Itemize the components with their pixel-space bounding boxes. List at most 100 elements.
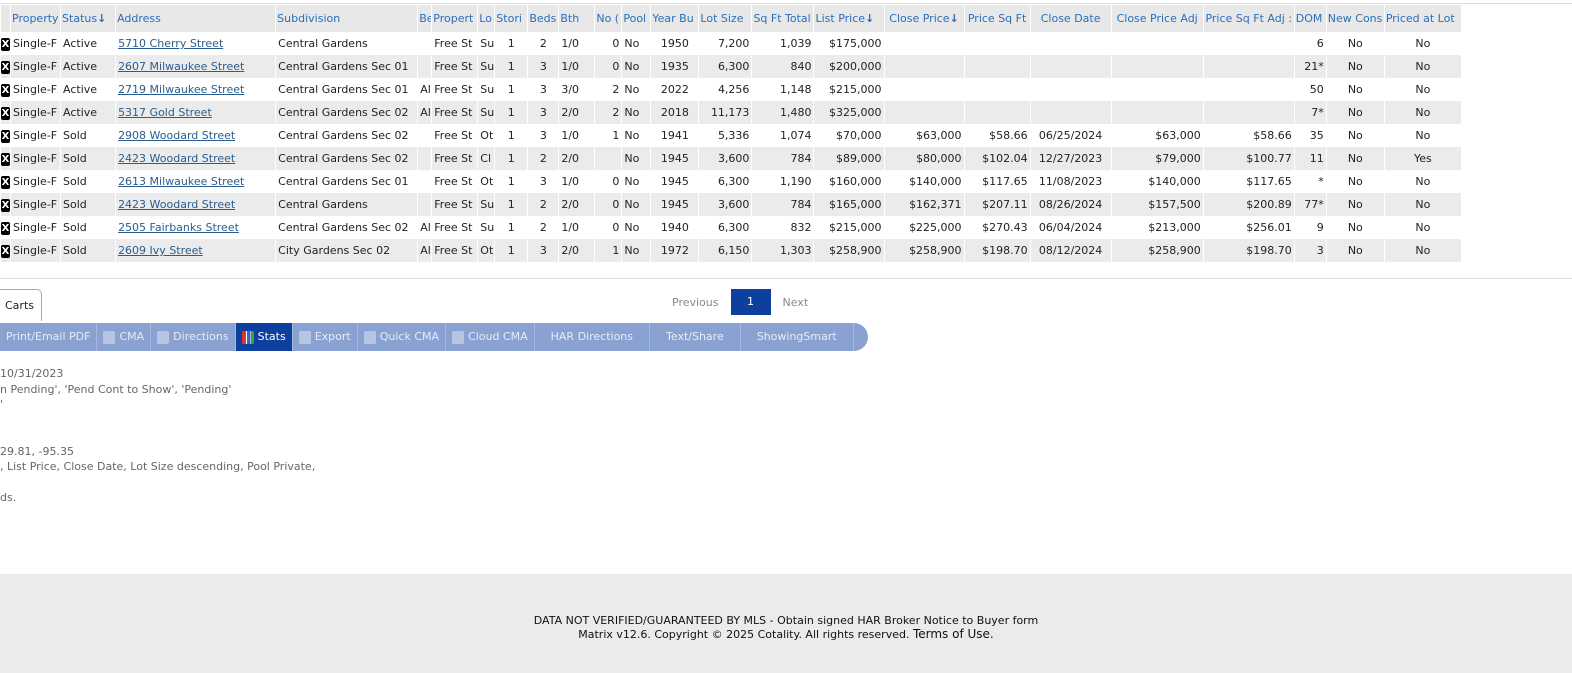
table-cell: 3 xyxy=(528,239,559,262)
column-header[interactable]: Status↓ xyxy=(61,5,116,32)
table-cell: 1/0 xyxy=(559,216,594,239)
column-header[interactable]: Close Date xyxy=(1030,5,1111,32)
cell-22: 35 xyxy=(1309,129,1324,142)
cell-17: $258,900 xyxy=(909,244,962,257)
toolbar-button-cloud-cma[interactable]: Cloud CMA xyxy=(446,323,535,351)
cell-16: $215,000 xyxy=(829,221,882,234)
table-row[interactable]: X Single-F Sold 2908 Woodard Street Central … xyxy=(1,124,1461,147)
column-header[interactable]: Close Price Adj xyxy=(1111,5,1203,32)
table-row[interactable]: X Single-F Active 2719 Milwaukee Street Cent… xyxy=(1,78,1461,101)
table-cell: 1/0 xyxy=(559,32,594,55)
table-cell: Free St xyxy=(432,147,478,170)
address-link[interactable]: 2719 Milwaukee Street xyxy=(118,83,245,96)
toolbar-button-print-email-pdf[interactable]: Print/Email PDF xyxy=(0,323,98,351)
column-header[interactable]: Beds xyxy=(528,5,559,32)
toolbar-button-stats[interactable]: Stats xyxy=(235,323,293,351)
table-cell: Central Gardens Sec 02 xyxy=(276,216,417,239)
toolbar-button-export[interactable]: Export xyxy=(293,323,358,351)
cell-9: 2 xyxy=(539,152,547,165)
remove-icon[interactable]: X xyxy=(1,198,10,212)
cell-4: Central Gardens Sec 02 xyxy=(278,221,409,234)
remove-icon[interactable]: X xyxy=(1,129,10,143)
remove-icon[interactable]: X xyxy=(1,60,10,74)
address-link[interactable]: 5710 Cherry Street xyxy=(118,37,224,50)
table-row[interactable]: X Single-F Active 2607 Milwaukee Street Cent… xyxy=(1,55,1461,78)
column-header[interactable]: Bth xyxy=(559,5,595,32)
remove-icon[interactable]: X xyxy=(1,37,10,51)
table-cell: 2607 Milwaukee Street xyxy=(116,55,276,78)
column-header[interactable]: Priced at Lot xyxy=(1384,5,1461,32)
cell-13: 1945 xyxy=(660,198,689,211)
column-header[interactable]: List Price↓ xyxy=(814,5,884,32)
remove-icon[interactable]: X xyxy=(1,106,10,120)
table-row[interactable]: X Single-F Sold 2423 Woodard Street Central … xyxy=(1,193,1461,216)
table-row[interactable]: X Single-F Sold 2423 Woodard Street Central … xyxy=(1,147,1461,170)
column-header[interactable]: Close Price↓ xyxy=(884,5,964,32)
table-cell: 3,600 xyxy=(699,147,752,170)
remove-icon[interactable]: X xyxy=(1,152,10,166)
toolbar-button-quick-cma[interactable]: Quick CMA xyxy=(358,323,447,351)
column-header[interactable]: DOM xyxy=(1294,5,1326,32)
column-header[interactable]: Property xyxy=(11,5,61,32)
table-row[interactable]: X Single-F Active 5710 Cherry Street Central… xyxy=(1,32,1461,55)
tab-carts[interactable]: Carts xyxy=(0,289,42,321)
table-cell: Al xyxy=(418,216,431,239)
table-row[interactable]: X Single-F Active 5317 Gold Street Central G… xyxy=(1,101,1461,124)
column-header[interactable]: Lo xyxy=(478,5,495,32)
address-link[interactable]: 2908 Woodard Street xyxy=(118,129,236,142)
toolbar-button-cma[interactable]: CMA xyxy=(97,323,152,351)
address-link[interactable]: 2613 Milwaukee Street xyxy=(118,175,245,188)
column-header[interactable]: No ( xyxy=(595,5,622,32)
cell-7: Su xyxy=(480,106,495,119)
column-header[interactable]: Price Sq Ft xyxy=(964,5,1030,32)
column-header[interactable]: Propert xyxy=(432,5,478,32)
terms-link[interactable]: Terms of Use. xyxy=(912,627,994,641)
cell-20: $79,000 xyxy=(1155,152,1201,165)
table-cell: Yes xyxy=(1384,147,1461,170)
cell-24: No xyxy=(1415,244,1431,257)
toolbar-button-har-directions[interactable]: HAR Directions xyxy=(535,323,651,351)
page-1-button[interactable]: 1 xyxy=(730,289,771,315)
cell-23: No xyxy=(1347,60,1363,73)
cell-13: 1935 xyxy=(660,60,689,73)
next-button[interactable]: Next xyxy=(782,295,809,309)
table-cell: 1 xyxy=(495,101,528,124)
criteria-line xyxy=(0,475,315,491)
table-row[interactable]: X Single-F Sold 2613 Milwaukee Street Centra… xyxy=(1,170,1461,193)
table-row[interactable]: X Single-F Sold 2505 Fairbanks Street Centra… xyxy=(1,216,1461,239)
table-cell: No xyxy=(622,216,650,239)
address-link[interactable]: 2423 Woodard Street xyxy=(118,198,236,211)
remove-icon[interactable]: X xyxy=(1,83,10,97)
address-link[interactable]: 5317 Gold Street xyxy=(118,106,212,119)
criteria-line: , List Price, Close Date, Lot Size desce… xyxy=(0,460,316,473)
cell-18: $117.65 xyxy=(982,175,1028,188)
column-header[interactable]: Year Bu xyxy=(651,5,699,32)
cell-14: 6,300 xyxy=(717,175,750,188)
address-link[interactable]: 2505 Fairbanks Street xyxy=(118,221,239,234)
previous-button[interactable]: Previous xyxy=(672,295,719,309)
table-cell: 784 xyxy=(752,193,814,216)
address-link[interactable]: 2609 Ivy Street xyxy=(118,244,203,257)
column-header[interactable]: Be xyxy=(418,5,432,32)
column-header[interactable]: New Cons xyxy=(1326,5,1384,32)
column-header[interactable] xyxy=(1,5,10,32)
remove-icon[interactable]: X xyxy=(1,175,10,189)
toolbar-button-text-share[interactable]: Text/Share xyxy=(650,323,741,351)
remove-icon[interactable]: X xyxy=(1,244,10,258)
column-header[interactable]: Subdivision xyxy=(276,5,418,32)
table-cell: Central Gardens Sec 01 xyxy=(276,55,418,78)
column-header[interactable]: Pool xyxy=(622,5,651,32)
table-cell: City Gardens Sec 02 xyxy=(276,239,418,262)
toolbar-button-directions[interactable]: Directions xyxy=(151,323,236,351)
address-link[interactable]: 2423 Woodard Street xyxy=(118,152,236,165)
table-row[interactable]: X Single-F Sold 2609 Ivy Street City Gardens… xyxy=(1,239,1461,262)
column-header[interactable]: Sq Ft Total xyxy=(752,5,814,32)
column-header[interactable]: Address xyxy=(116,5,276,32)
column-header[interactable]: Stori xyxy=(495,5,528,32)
remove-icon[interactable]: X xyxy=(1,221,10,235)
toolbar-button-showingsmart[interactable]: ShowingSmart xyxy=(741,323,854,351)
table-cell xyxy=(964,101,1030,124)
column-header[interactable]: Lot Size xyxy=(699,5,752,32)
address-link[interactable]: 2607 Milwaukee Street xyxy=(118,60,245,73)
column-header[interactable]: Price Sq Ft Adj : xyxy=(1203,5,1294,32)
